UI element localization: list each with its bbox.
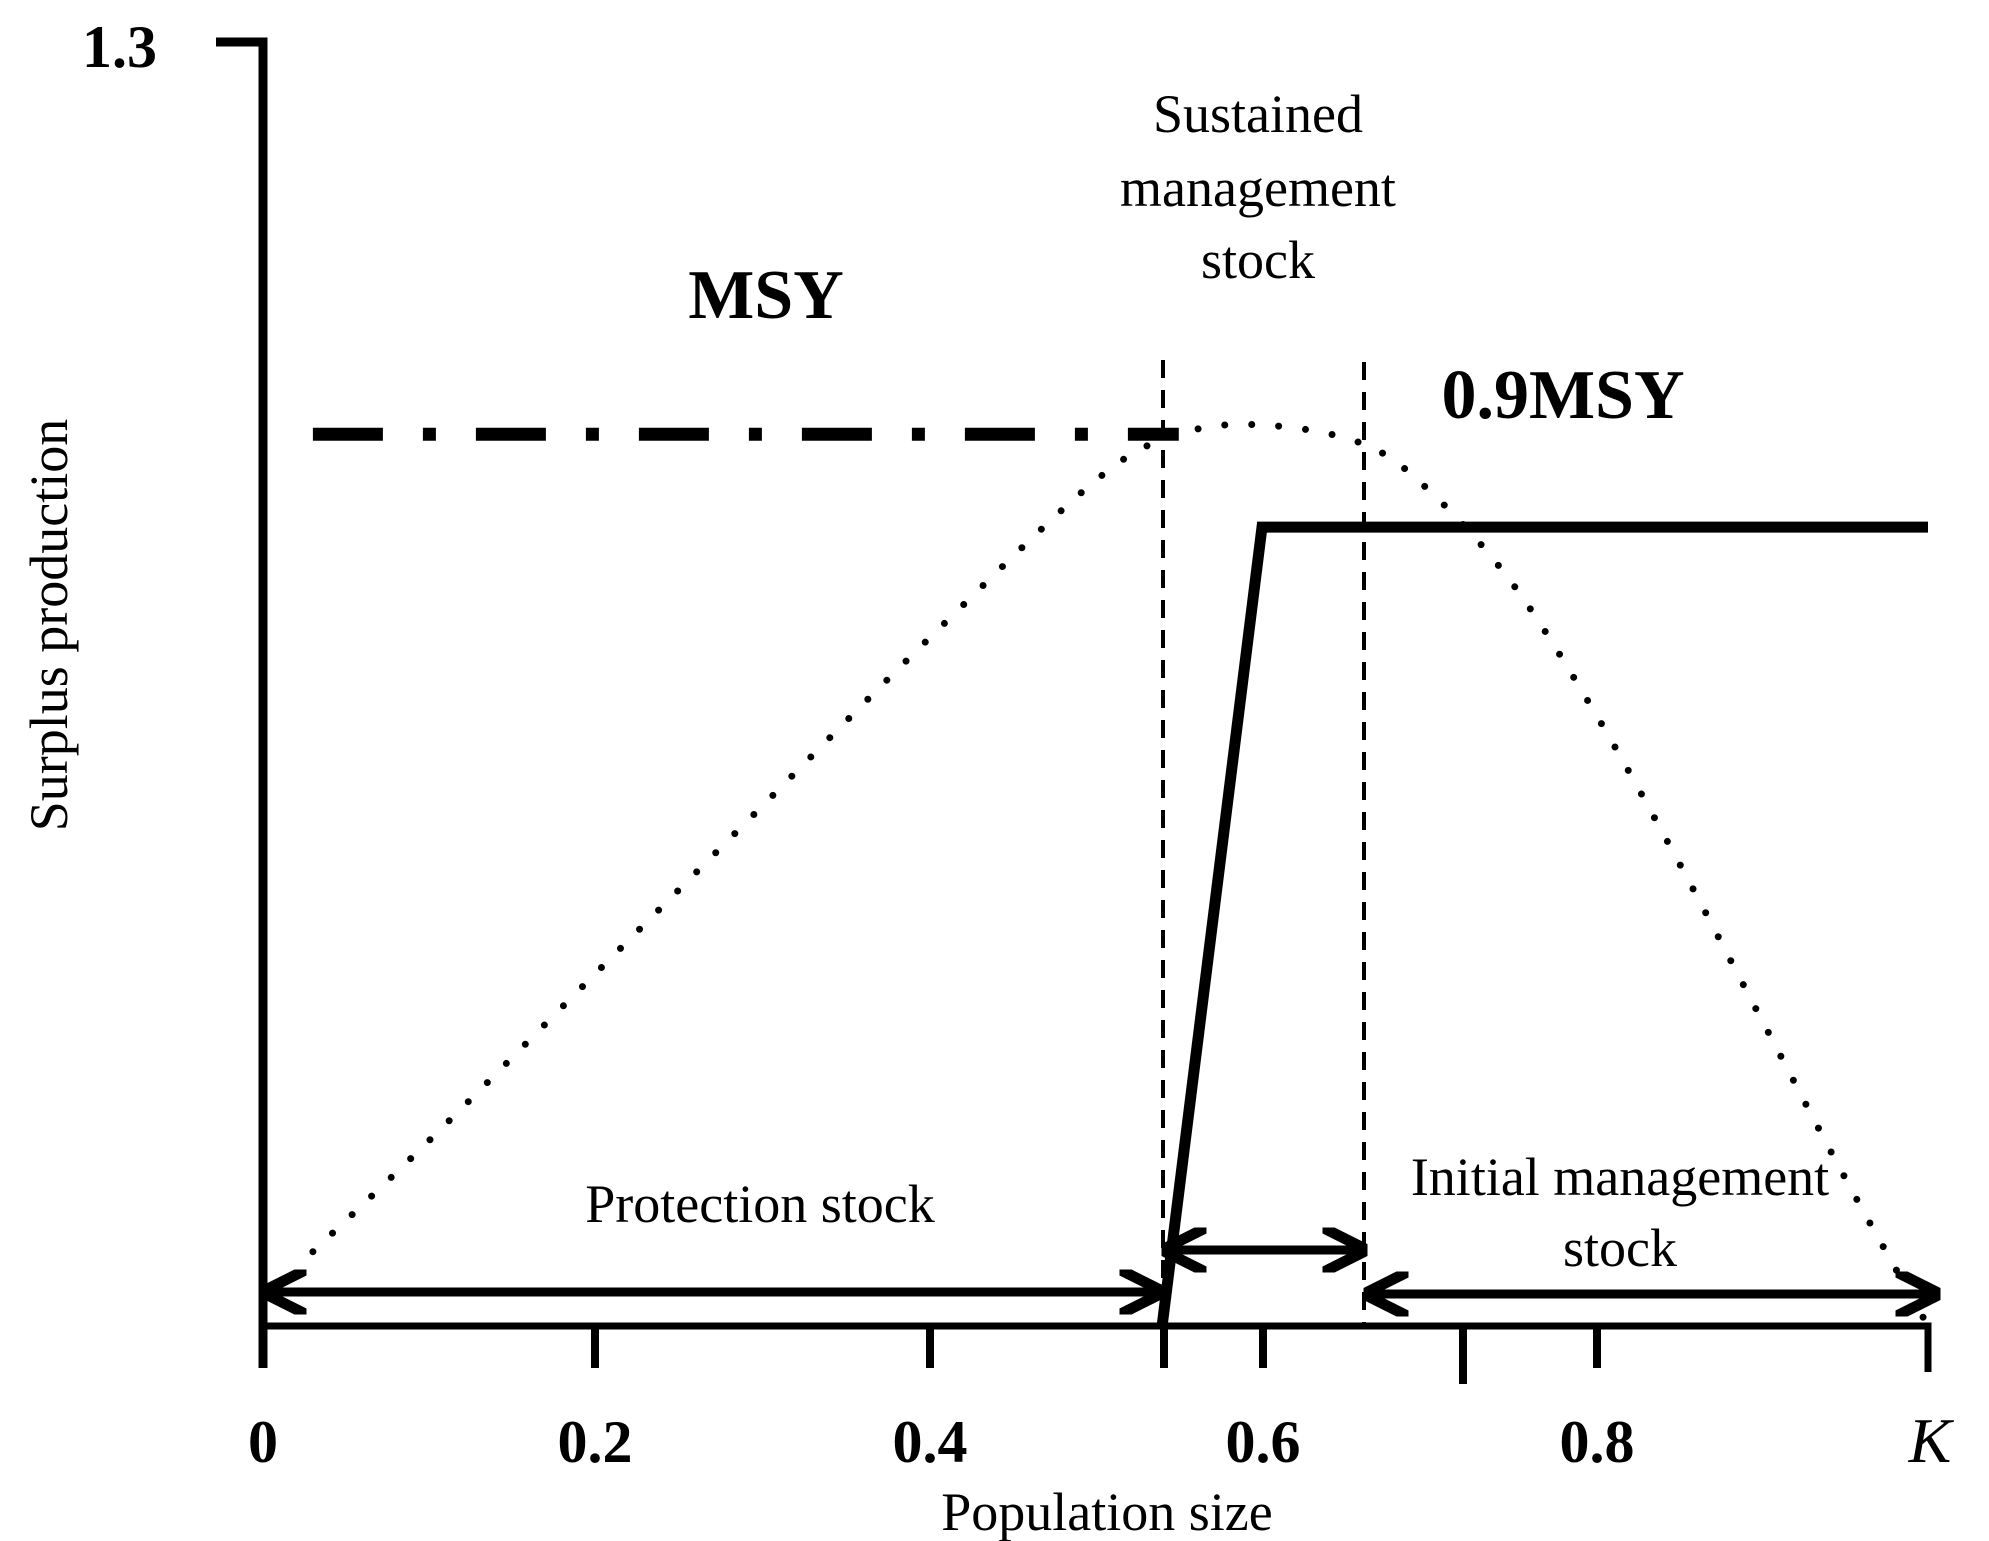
initial-management-label-line-2: stock xyxy=(1563,1218,1677,1278)
x-tick-label-0.6: 0.6 xyxy=(1226,1409,1301,1475)
initial-management-label-line-1: Initial management xyxy=(1411,1147,1829,1207)
harvest-rule-solid-line xyxy=(1156,521,1928,1327)
y-top-tick-label: 1.3 xyxy=(82,14,157,80)
x-axis xyxy=(263,1322,1932,1372)
sustained-label-line-3: stock xyxy=(1201,230,1315,290)
surplus-production-dotted-curve xyxy=(309,420,1932,1330)
x-tick-label-0.8: 0.8 xyxy=(1560,1409,1635,1475)
y-axis-label: Surplus production xyxy=(19,419,79,832)
sustained-label-line-2: management xyxy=(1120,158,1396,218)
x-axis-label: Population size xyxy=(941,1482,1272,1541)
protection-stock-label: Protection stock xyxy=(585,1174,934,1234)
x-tick-marks xyxy=(591,1326,1601,1384)
sustained-label-line-1: Sustained xyxy=(1153,84,1363,144)
y-axis xyxy=(216,37,268,1368)
msy-09-label: 0.9MSY xyxy=(1441,357,1684,434)
x-tick-label-k: K xyxy=(1908,1405,1955,1476)
x-tick-label-0.4: 0.4 xyxy=(893,1409,968,1475)
x-tick-label-0: 0 xyxy=(248,1409,278,1475)
msy-label: MSY xyxy=(688,257,844,334)
x-tick-label-0.2: 0.2 xyxy=(558,1409,633,1475)
